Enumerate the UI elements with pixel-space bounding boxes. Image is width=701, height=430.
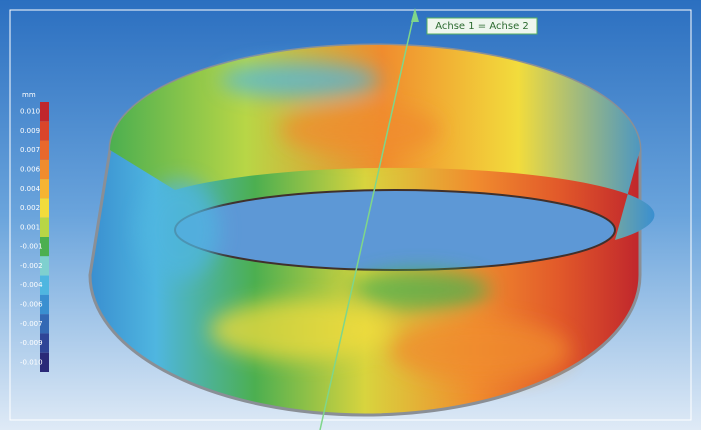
legend-swatch xyxy=(40,179,49,198)
legend-label: -0.006 xyxy=(20,301,43,309)
legend-unit: mm xyxy=(22,91,36,99)
legend-swatch xyxy=(40,121,49,140)
ring-model xyxy=(90,45,654,415)
legend-label: 0.009 xyxy=(20,127,40,135)
legend-swatch xyxy=(40,141,49,160)
legend-label: 0.006 xyxy=(20,166,41,174)
legend-swatch xyxy=(40,102,49,121)
legend-label: -0.004 xyxy=(20,281,43,289)
legend-label: -0.009 xyxy=(20,339,43,347)
legend-label: 0.007 xyxy=(20,146,40,154)
legend-label: 0.004 xyxy=(20,185,41,193)
legend-label: -0.010 xyxy=(20,358,43,366)
legend-label: -0.001 xyxy=(20,243,43,251)
legend-swatch xyxy=(40,160,49,179)
axis-label: Achse 1 = Achse 2 xyxy=(435,21,529,32)
legend-label: -0.002 xyxy=(20,262,43,270)
screenshot: Achse 1 = Achse 2 mm 0.010 0.009 0.007 0.00… xyxy=(0,0,701,430)
legend-label: 0.002 xyxy=(20,204,40,212)
legend-label: -0.007 xyxy=(20,320,43,328)
ring-opening xyxy=(175,190,615,270)
legend-swatch xyxy=(40,198,49,217)
legend-swatch xyxy=(40,218,49,237)
legend-label: 0.010 xyxy=(20,108,40,116)
legend-label: 0.001 xyxy=(20,223,40,231)
